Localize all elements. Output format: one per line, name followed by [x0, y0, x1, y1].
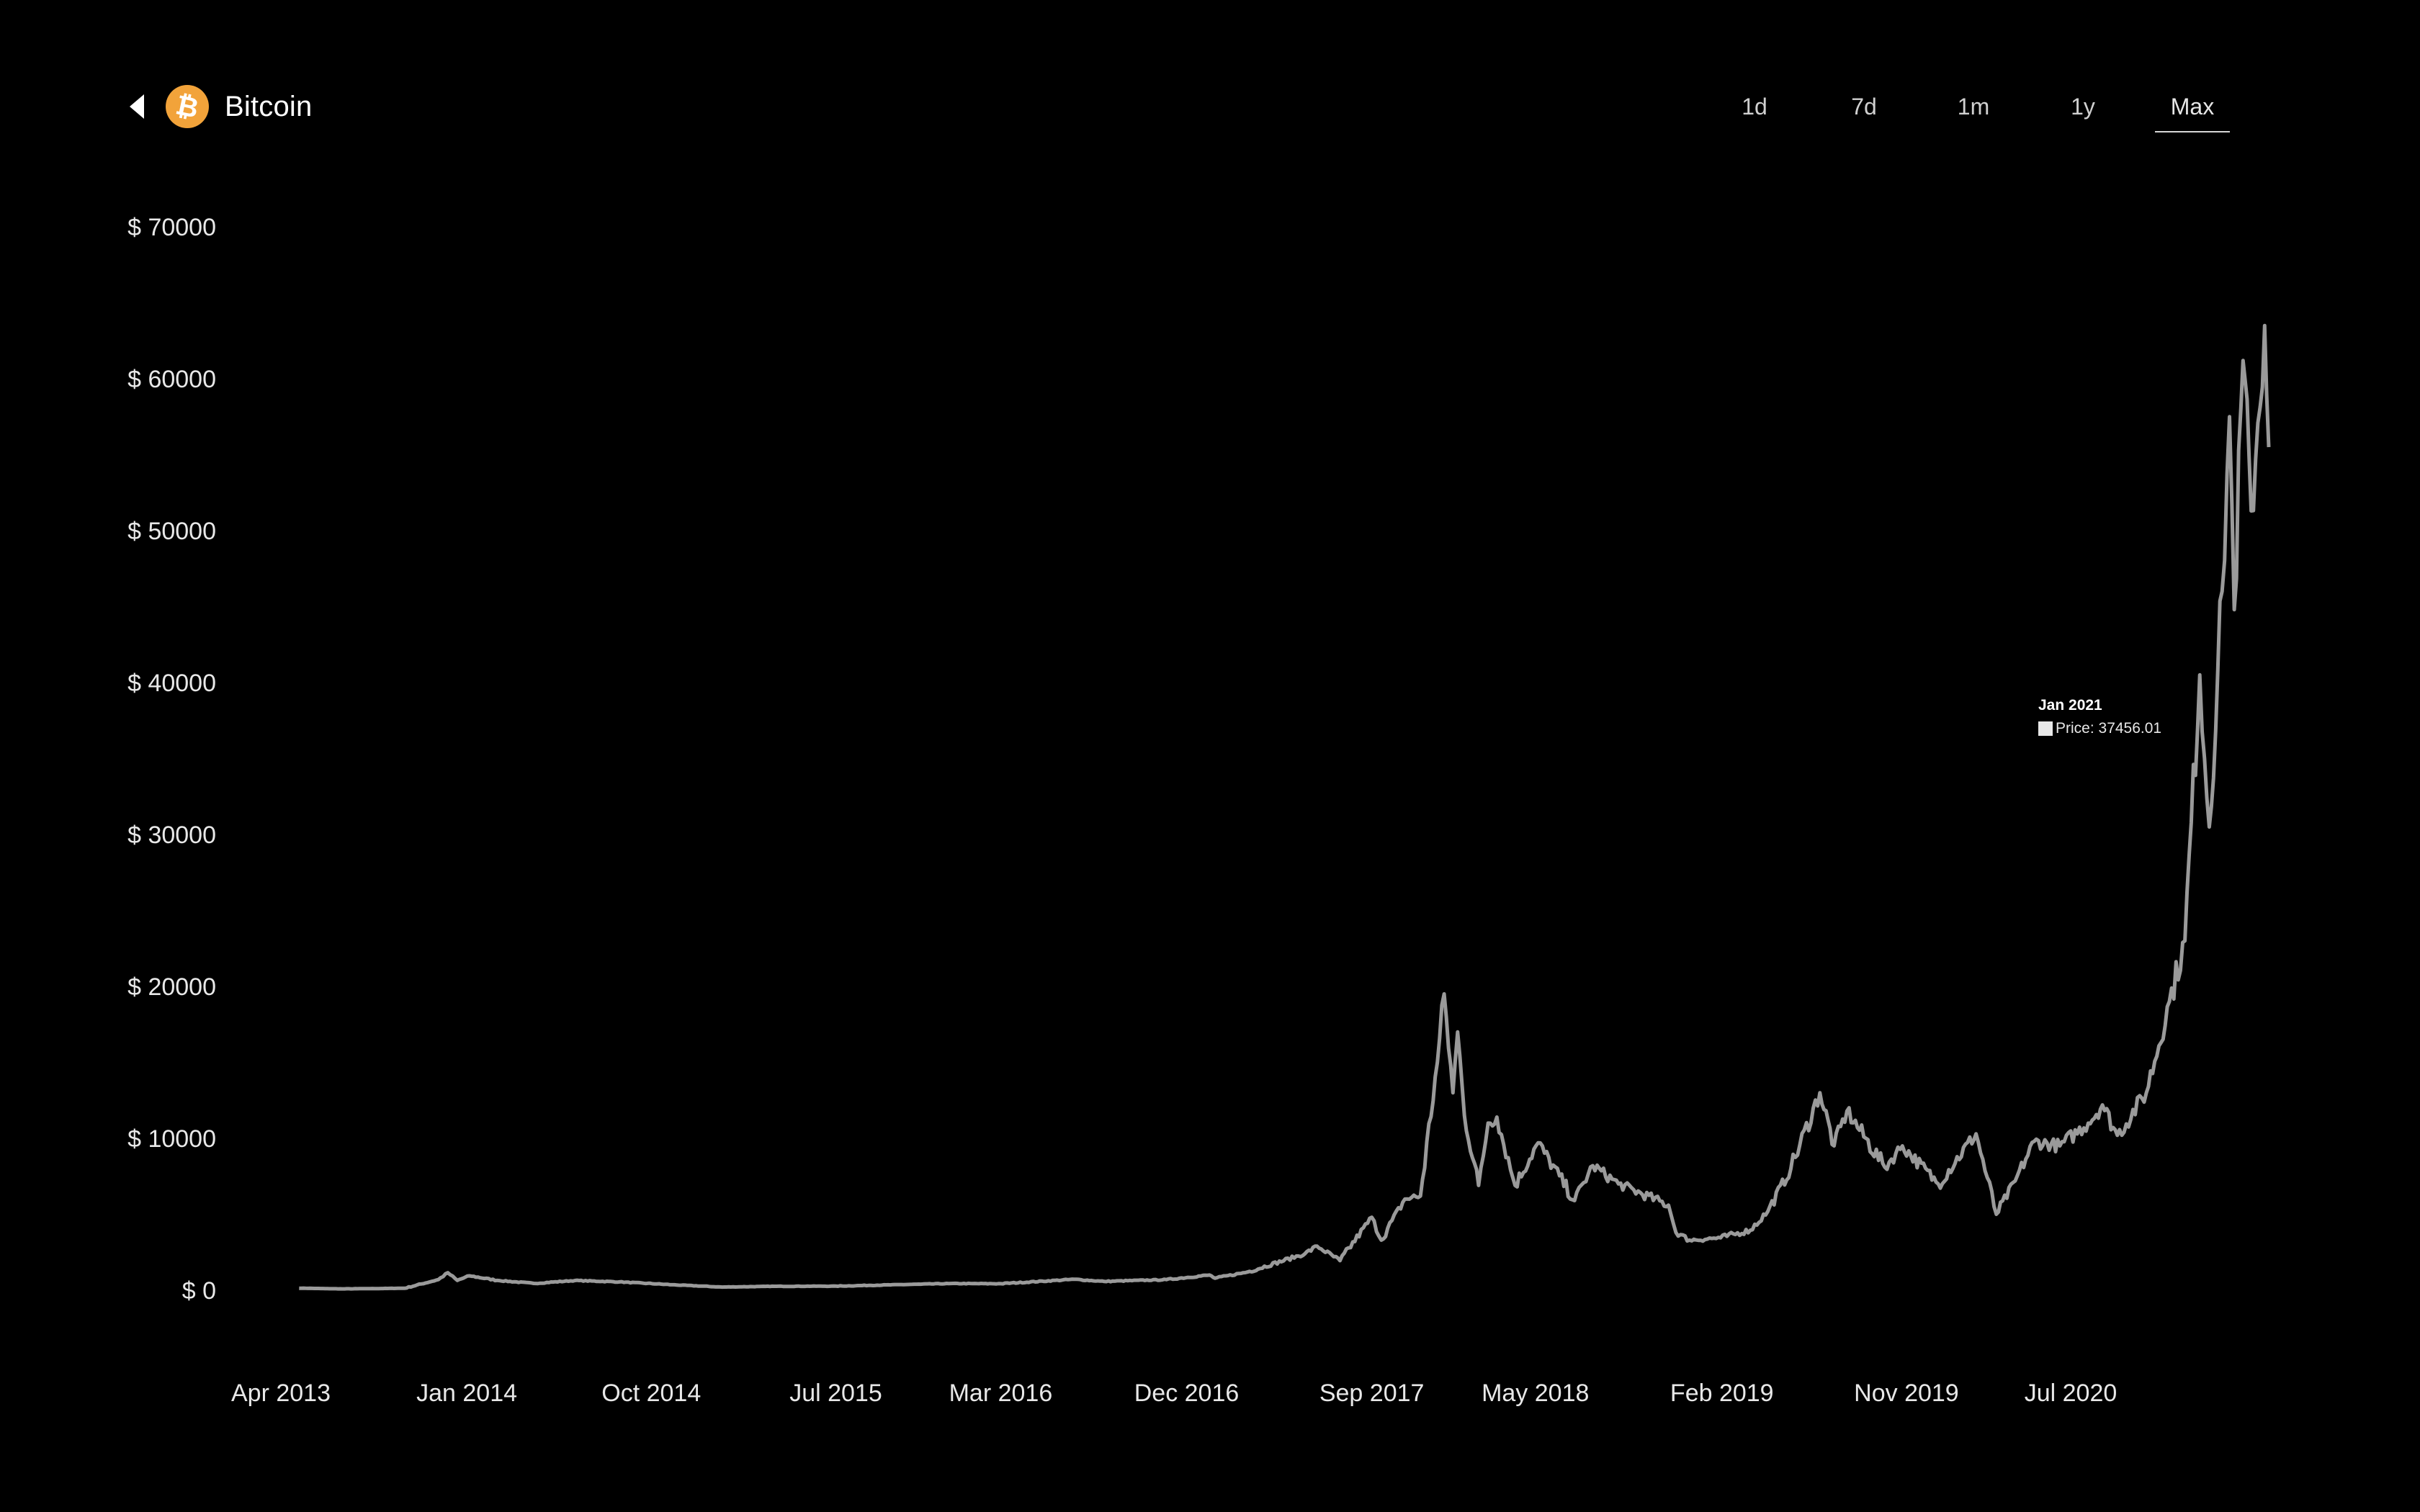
- tab-1d[interactable]: 1d: [1742, 94, 1767, 120]
- y-tick-label: $ 70000: [127, 214, 216, 241]
- header: ₿ Bitcoin: [127, 81, 312, 132]
- tab-1y[interactable]: 1y: [2071, 94, 2095, 120]
- tab-max[interactable]: Max: [2138, 84, 2247, 132]
- chart-tooltip: Jan 2021 Price: 37456.01: [2038, 697, 2161, 737]
- y-tick-label: $ 40000: [127, 670, 216, 697]
- back-button[interactable]: [127, 92, 148, 121]
- y-tick-label: $ 20000: [127, 973, 216, 1001]
- price-series-line: [299, 323, 2271, 1291]
- x-tick-label: Nov 2019: [1854, 1380, 1959, 1407]
- tooltip-row: Price: 37456.01: [2038, 720, 2161, 737]
- x-tick-label: Sep 2017: [1319, 1380, 1425, 1407]
- tooltip-label: Price: 37456.01: [2056, 720, 2162, 737]
- page-title: Bitcoin: [225, 90, 313, 122]
- x-tick-label: Jan 2014: [416, 1380, 517, 1407]
- y-tick-label: $ 10000: [127, 1125, 216, 1153]
- x-tick-label: Feb 2019: [1670, 1380, 1774, 1407]
- x-tick-label: Jul 2020: [2025, 1380, 2118, 1407]
- x-tick-label: Mar 2016: [949, 1380, 1053, 1407]
- x-tick-label: Apr 2013: [231, 1380, 331, 1407]
- y-tick-label: $ 60000: [127, 366, 216, 393]
- y-tick-label: $ 30000: [127, 822, 216, 849]
- x-tick-label: Jul 2015: [789, 1380, 882, 1407]
- y-tick-label: $ 0: [182, 1277, 216, 1305]
- x-tick-label: Oct 2014: [601, 1380, 701, 1407]
- tab-1m[interactable]: 1m: [1957, 94, 1990, 120]
- tooltip-swatch: [2038, 721, 2053, 736]
- tooltip-title: Jan 2021: [2038, 697, 2102, 714]
- tab-7d[interactable]: 7d: [1851, 94, 1877, 120]
- x-tick-label: Dec 2016: [1134, 1380, 1240, 1407]
- range-tabs: 1d 7d 1m 1y Max: [1700, 84, 2289, 132]
- bitcoin-logo-icon: ₿: [166, 85, 209, 128]
- y-tick-label: $ 50000: [127, 518, 216, 545]
- chevron-left-icon: [130, 94, 144, 119]
- x-tick-label: May 2018: [1482, 1380, 1589, 1407]
